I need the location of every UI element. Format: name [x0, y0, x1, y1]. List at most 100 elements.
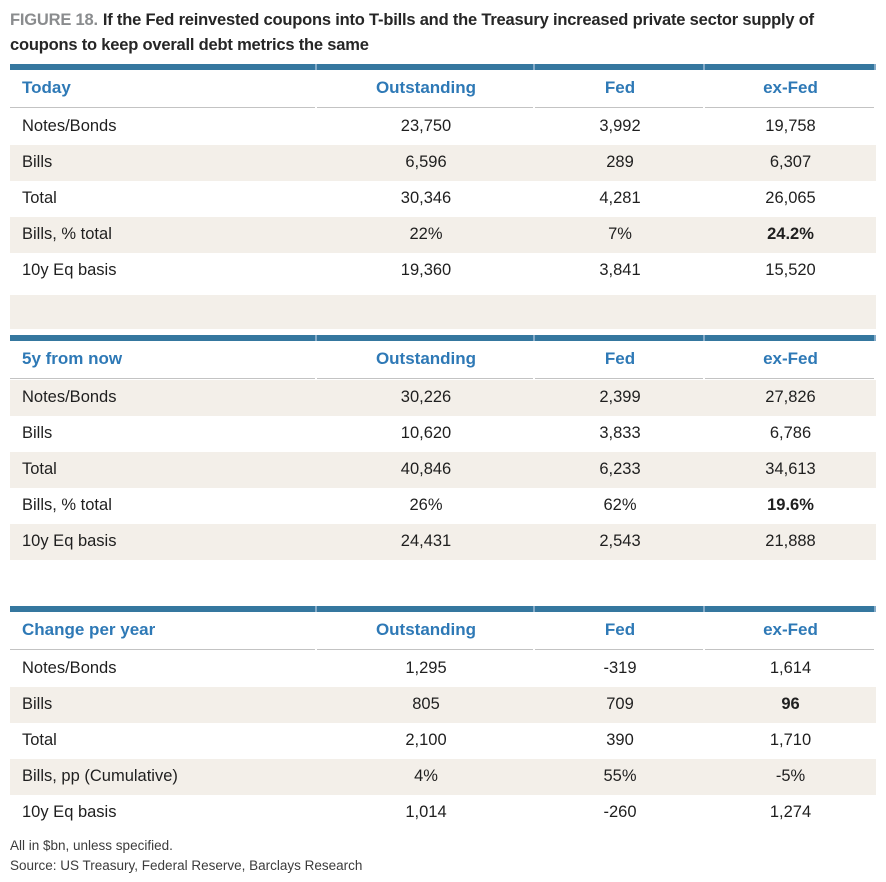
- header-separator: [10, 106, 876, 109]
- cell-outstanding: 26%: [409, 496, 443, 514]
- cell-fed: 390: [606, 731, 634, 749]
- row-label: Total: [22, 189, 57, 207]
- table-row: Bills, pp (Cumulative) 4% 55% -5%: [10, 758, 876, 795]
- table-row: Total 30,346 4,281 26,065: [10, 181, 876, 217]
- table-row: 10y Eq basis 1,014 -260 1,274: [10, 795, 876, 831]
- header-separator: [10, 648, 876, 651]
- cell-outstanding: 24,431: [400, 532, 452, 550]
- table-title: Change per year: [22, 620, 156, 639]
- table-row: Bills, % total 26% 62% 19.6%: [10, 488, 876, 524]
- cell-exfed: 1,274: [769, 803, 812, 821]
- table-top-border: [10, 63, 876, 70]
- cell-outstanding: 30,226: [400, 388, 452, 406]
- row-label: Notes/Bonds: [22, 659, 117, 677]
- header-separator: [10, 377, 876, 380]
- cell-fed: 55%: [603, 767, 637, 785]
- row-label: Bills: [22, 424, 53, 442]
- table-row: Notes/Bonds 30,226 2,399 27,826: [10, 379, 876, 416]
- cell-fed: 3,992: [599, 117, 641, 135]
- table-row: Total 2,100 390 1,710: [10, 723, 876, 759]
- column-header-fed: Fed: [604, 349, 636, 368]
- table-row: Total 40,846 6,233 34,613: [10, 451, 876, 488]
- source-note: Source: US Treasury, Federal Reserve, Ba…: [10, 857, 363, 873]
- table-title: Today: [22, 78, 71, 97]
- cell-exfed: 6,307: [769, 153, 812, 171]
- cell-exfed: 21,888: [765, 532, 816, 550]
- table-row: Notes/Bonds 1,295 -319 1,614: [10, 651, 876, 687]
- cell-outstanding: 1,295: [405, 659, 447, 677]
- cell-fed: -319: [603, 659, 637, 677]
- cell-fed: 289: [606, 153, 634, 171]
- cell-outstanding: 40,846: [400, 460, 452, 478]
- table-row: Bills, % total 22% 7% 24.2%: [10, 216, 876, 253]
- cell-fed: 3,833: [599, 424, 641, 442]
- row-label: 10y Eq basis: [22, 532, 117, 550]
- cell-fed: 4,281: [599, 189, 641, 207]
- row-label: Bills: [22, 695, 53, 713]
- column-header-exfed: ex-Fed: [763, 78, 818, 97]
- table-row: Bills 805 709 96: [10, 686, 876, 723]
- table-top-border: [10, 605, 876, 612]
- cell-exfed: 1,614: [769, 659, 812, 677]
- cell-fed: 2,399: [599, 388, 641, 406]
- cell-exfed: 27,826: [765, 388, 816, 406]
- units-note: All in $bn, unless specified.: [10, 837, 173, 853]
- table-row: Bills 6,596 289 6,307: [10, 144, 876, 181]
- cell-exfed: 26,065: [765, 189, 816, 207]
- cell-exfed: -5%: [775, 767, 806, 785]
- cell-exfed: 6,786: [769, 424, 812, 442]
- table-5y-from-now: 5y from now Outstanding Fed ex-Fed Notes…: [10, 334, 876, 560]
- table-today: Today Outstanding Fed ex-Fed Notes/Bonds…: [10, 63, 876, 289]
- cell-fed: 6,233: [599, 460, 641, 478]
- cell-exfed: 19,758: [765, 117, 816, 135]
- cell-outstanding: 1,014: [405, 803, 447, 821]
- table-row: Bills 10,620 3,833 6,786: [10, 416, 876, 452]
- cell-outstanding: 2,100: [405, 731, 447, 749]
- table-row: 10y Eq basis 24,431 2,543 21,888: [10, 523, 876, 560]
- cell-fed: 2,543: [599, 532, 641, 550]
- row-label: Total: [22, 460, 57, 478]
- column-header-outstanding: Outstanding: [375, 78, 477, 97]
- row-label: Bills: [22, 153, 53, 171]
- column-header-fed: Fed: [604, 78, 636, 97]
- cell-outstanding: 6,596: [405, 153, 447, 171]
- row-label: Bills, % total: [22, 225, 112, 243]
- table-header-row: Today Outstanding Fed ex-Fed: [10, 70, 876, 107]
- cell-fed: -260: [603, 803, 637, 821]
- cell-fed: 7%: [608, 225, 632, 243]
- cell-fed: 3,841: [599, 261, 641, 279]
- cell-exfed: 96: [781, 695, 800, 713]
- row-label: Notes/Bonds: [22, 117, 117, 135]
- row-label: Notes/Bonds: [22, 388, 117, 406]
- row-label: Bills, pp (Cumulative): [22, 767, 178, 785]
- cell-exfed: 24.2%: [767, 225, 814, 243]
- column-header-fed: Fed: [604, 620, 636, 639]
- cell-exfed: 1,710: [769, 731, 812, 749]
- table-header-row: 5y from now Outstanding Fed ex-Fed: [10, 341, 876, 378]
- table-title: 5y from now: [22, 349, 123, 368]
- cell-exfed: 15,520: [765, 261, 816, 279]
- cell-outstanding: 30,346: [400, 189, 452, 207]
- cell-outstanding: 22%: [409, 225, 443, 243]
- cell-fed: 62%: [603, 496, 637, 514]
- row-label: Total: [22, 731, 57, 749]
- cell-exfed: 19.6%: [767, 496, 814, 514]
- figure-title: FIGURE 18. If the Fed reinvested coupons …: [10, 8, 876, 58]
- table-top-border: [10, 334, 876, 341]
- table-change-per-year: Change per year Outstanding Fed ex-Fed N…: [10, 605, 876, 831]
- figure-number-label: FIGURE 18.: [10, 11, 98, 29]
- table-row: 10y Eq basis 19,360 3,841 15,520: [10, 253, 876, 289]
- row-label: 10y Eq basis: [22, 803, 117, 821]
- cell-outstanding: 19,360: [400, 261, 452, 279]
- cell-exfed: 34,613: [765, 460, 816, 478]
- cell-outstanding: 4%: [414, 767, 438, 785]
- table-header-row: Change per year Outstanding Fed ex-Fed: [10, 612, 876, 649]
- table-gap: [10, 560, 876, 606]
- table-gap-shaded: [10, 289, 876, 335]
- footnotes: All in $bn, unless specified. Source: US…: [10, 836, 876, 877]
- row-label: Bills, % total: [22, 496, 112, 514]
- column-header-exfed: ex-Fed: [763, 620, 818, 639]
- cell-fed: 709: [606, 695, 634, 713]
- column-header-outstanding: Outstanding: [375, 620, 477, 639]
